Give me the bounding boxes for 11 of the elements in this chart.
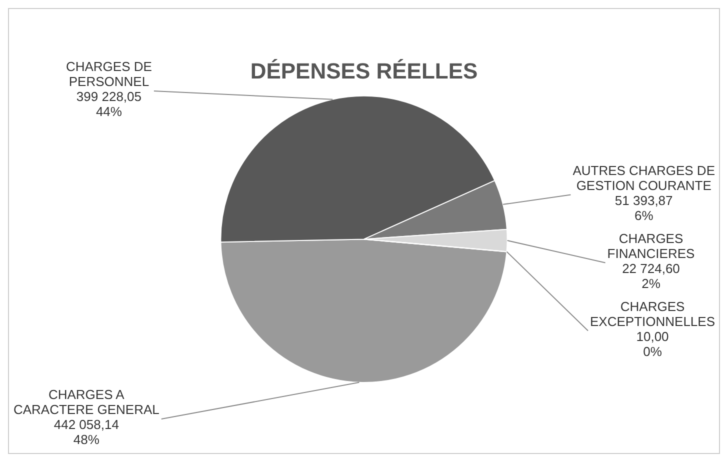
slice-label: CHARGES EXCEPTIONNELLES — [590, 298, 716, 329]
slice-label: CHARGES DE PERSONNEL — [66, 59, 152, 90]
slice-label: CHARGES A CARACTERE GENERAL — [13, 387, 160, 418]
data-label: 51 393,87 6% — [614, 192, 673, 223]
data-label: 22 724,60 2% — [622, 260, 680, 291]
chart-title: DÉPENSES RÉELLES — [250, 58, 478, 84]
slice-label: AUTRES CHARGES DE GESTION COURANTE — [572, 162, 716, 193]
data-label: 399 228,05 44% — [76, 89, 142, 120]
data-label: 10,00 0% — [636, 328, 669, 359]
slice-label: CHARGES FINANCIERES — [607, 230, 696, 261]
data-label: 442 058,14 48% — [54, 417, 119, 448]
